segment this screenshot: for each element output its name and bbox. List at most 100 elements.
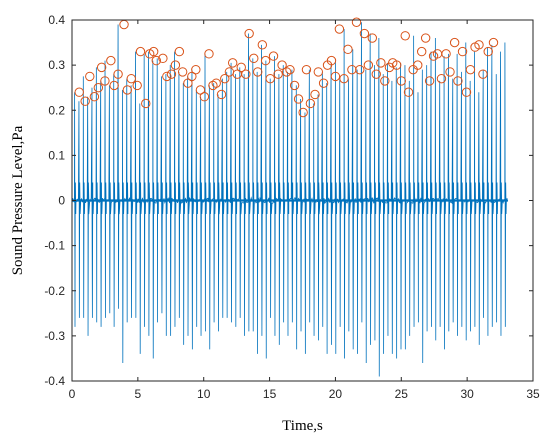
- peak-marker: [301, 64, 312, 75]
- peak-marker: [162, 71, 172, 82]
- peak-marker: [380, 76, 390, 86]
- peak-marker: [318, 78, 329, 88]
- x-tick-label: 25: [395, 387, 409, 401]
- y-axis-label: Sound Pressure Level,Pa: [10, 125, 26, 275]
- peak-marker: [148, 46, 159, 57]
- peak-marker: [441, 49, 451, 59]
- peak-marker: [204, 49, 214, 59]
- y-tick-label: -0.4: [44, 374, 65, 388]
- peak-marker: [396, 76, 406, 86]
- peak-marker: [208, 80, 218, 91]
- peak-marker: [253, 67, 263, 77]
- peak-marker: [277, 60, 287, 70]
- peak-marker: [151, 55, 161, 66]
- x-tick-label: 15: [263, 387, 277, 401]
- peak-marker: [351, 17, 362, 27]
- peak-marker: [96, 62, 107, 73]
- peak-marker: [273, 69, 283, 79]
- y-tick-label: -0.1: [44, 239, 65, 253]
- peak-marker: [417, 46, 427, 57]
- peak-marker: [260, 55, 271, 66]
- peak-marker: [122, 85, 133, 95]
- peak-marker: [334, 24, 345, 34]
- peak-marker: [371, 69, 381, 79]
- y-tick-label: 0.4: [48, 13, 65, 27]
- peak-marker: [195, 85, 206, 95]
- peak-marker: [285, 64, 295, 75]
- peak-marker: [413, 60, 423, 70]
- peak-marker: [355, 64, 365, 75]
- peak-marker: [461, 87, 472, 97]
- peak-marker: [113, 69, 123, 79]
- y-tick-label: 0.1: [48, 148, 65, 162]
- peak-marker: [376, 58, 386, 68]
- peak-marker: [408, 64, 418, 75]
- peak-marker: [298, 107, 308, 118]
- x-tick-label: 20: [329, 387, 343, 401]
- peak-marker: [191, 64, 201, 75]
- peak-marker: [132, 80, 142, 91]
- peak-marker: [420, 33, 431, 43]
- peak-marker: [211, 78, 221, 88]
- peak-marker: [400, 31, 410, 41]
- peak-marker: [135, 46, 146, 57]
- peak-marker: [457, 46, 468, 57]
- peak-marker: [424, 76, 435, 86]
- axis-ticks: 0 5 10 15 20 25 30 35 -0.4 -0.3 -0.2 -0.1 0 0.1 0.2 0.3…: [44, 13, 540, 401]
- peak-marker: [166, 69, 177, 79]
- peak-marker: [119, 19, 129, 30]
- peak-marker: [100, 76, 110, 86]
- peak-marker: [257, 40, 268, 50]
- peak-marker: [109, 80, 119, 91]
- peak-marker: [363, 60, 374, 70]
- x-axis-label: Time,s: [282, 418, 323, 434]
- peak-marker: [445, 67, 455, 77]
- peak-marker: [474, 40, 484, 50]
- peak-marker: [305, 98, 316, 109]
- x-tick-label: 0: [69, 387, 76, 401]
- peak-marker: [265, 73, 275, 84]
- peak-marker: [89, 92, 100, 102]
- peak-marker: [85, 71, 95, 82]
- peak-marker: [241, 69, 251, 79]
- peak-marker: [367, 33, 378, 43]
- peak-marker: [359, 28, 370, 39]
- peak-marker: [343, 44, 353, 55]
- peak-marker: [158, 53, 168, 64]
- peak-marker: [216, 89, 227, 100]
- peak-marker: [227, 58, 238, 68]
- peak-marker: [268, 51, 279, 61]
- x-tick-label: 30: [460, 387, 474, 401]
- peak-marker: [177, 67, 188, 77]
- y-tick-label: 0.3: [48, 58, 65, 72]
- peak-marker: [403, 87, 414, 97]
- y-tick-label: -0.3: [44, 329, 65, 343]
- peak-marker: [187, 71, 197, 82]
- signal-series: [71, 22, 508, 377]
- peak-marker: [199, 92, 210, 102]
- peak-marker: [174, 46, 185, 57]
- peak-marker: [236, 62, 246, 73]
- x-tick-label: 35: [526, 387, 540, 401]
- peak-marker: [391, 60, 402, 70]
- peak-marker: [347, 64, 357, 75]
- x-tick-label: 10: [197, 387, 211, 401]
- peak-marker: [339, 73, 349, 84]
- peak-marker: [453, 76, 463, 86]
- y-tick-label: 0.2: [48, 103, 65, 117]
- peak-marker: [249, 53, 259, 64]
- peak-marker: [465, 64, 476, 75]
- peak-marker: [330, 71, 341, 82]
- peak-marker: [449, 37, 460, 48]
- peak-marker: [74, 87, 84, 97]
- x-tick-label: 5: [135, 387, 142, 401]
- peak-marker: [281, 67, 292, 77]
- peak-marker: [183, 78, 193, 88]
- peak-marker: [141, 98, 151, 109]
- peak-marker: [326, 55, 337, 66]
- peak-marker: [106, 55, 116, 66]
- peak-marker: [220, 73, 230, 84]
- peak-marker: [310, 89, 320, 100]
- signal-line: [71, 22, 508, 377]
